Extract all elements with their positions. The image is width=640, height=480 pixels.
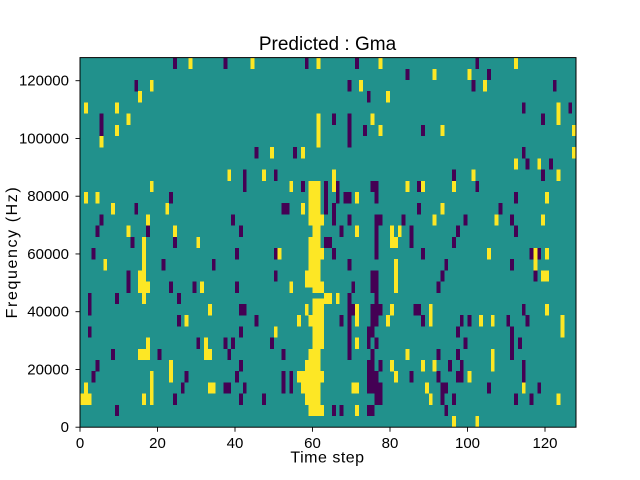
svg-text:100000: 100000 [19, 130, 69, 147]
svg-text:0: 0 [76, 435, 84, 452]
svg-text:100: 100 [455, 435, 480, 452]
svg-text:120000: 120000 [19, 73, 69, 90]
svg-text:120: 120 [532, 435, 557, 452]
svg-text:20000: 20000 [27, 361, 69, 378]
svg-text:20: 20 [149, 435, 166, 452]
svg-text:60: 60 [304, 435, 321, 452]
svg-text:Time step: Time step [290, 450, 364, 467]
svg-text:80000: 80000 [27, 188, 69, 205]
svg-text:40000: 40000 [27, 304, 69, 321]
svg-text:60000: 60000 [27, 246, 69, 263]
svg-text:0: 0 [61, 419, 69, 436]
svg-text:Frequency (Hz): Frequency (Hz) [4, 186, 21, 319]
svg-text:Predicted : Gma: Predicted : Gma [259, 34, 397, 55]
svg-text:80: 80 [382, 435, 399, 452]
svg-text:40: 40 [227, 435, 244, 452]
